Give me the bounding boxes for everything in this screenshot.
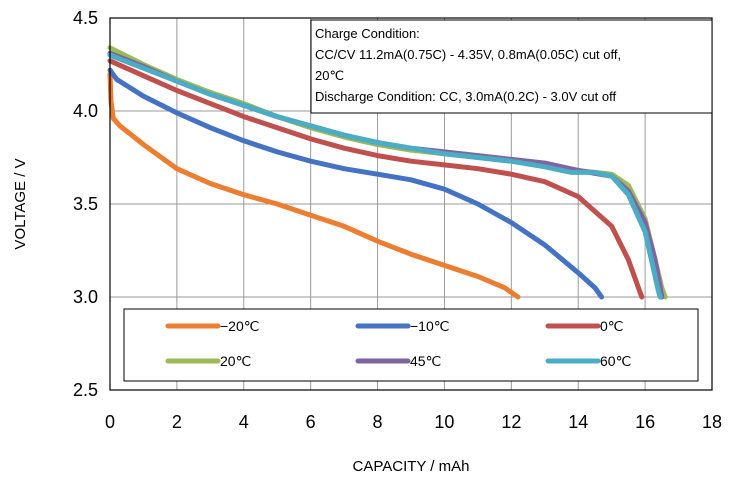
legend-box	[123, 308, 699, 382]
conditions-annotation: Charge Condition: CC/CV 11.2mA(0.75C) - …	[310, 19, 713, 114]
series-line-0	[107, 71, 521, 300]
annotation-line: Discharge Condition: CC, 3.0mA(0.2C) - 3…	[315, 89, 616, 104]
y-axis-label: VOLTAGE / V	[12, 158, 29, 249]
x-tick-label: 10	[434, 412, 454, 432]
plot-frame	[109, 17, 713, 391]
legend-label-5: 60℃	[600, 353, 631, 369]
series-line-1	[107, 67, 605, 300]
x-tick-labels: 0 2 4 6 8 10 12 14 16 18	[105, 412, 722, 432]
legend-label-4: 45℃	[410, 353, 441, 369]
legend-label-0: −20℃	[220, 318, 259, 334]
x-tick-label: 16	[635, 412, 655, 432]
x-tick-label: 6	[306, 412, 316, 432]
x-tick-label: 18	[702, 412, 722, 432]
x-tick-label: 0	[105, 412, 115, 432]
x-axis-label: CAPACITY / mAh	[353, 458, 470, 475]
series-line-2	[107, 58, 645, 300]
y-tick-label: 3.5	[73, 194, 98, 214]
x-tick-label: 8	[373, 412, 383, 432]
y-tick-label: 3.0	[73, 287, 98, 307]
x-tick-label: 2	[172, 412, 182, 432]
y-tick-label: 4.0	[73, 101, 98, 121]
x-tick-label: 12	[501, 412, 521, 432]
y-tick-labels: 2.5 3.0 3.5 4.0 4.5	[73, 8, 98, 400]
y-tick-label: 4.5	[73, 8, 98, 28]
series-layer	[107, 45, 668, 300]
legend-label-3: 20℃	[220, 353, 251, 369]
annotation-box	[310, 19, 713, 114]
series-line-5	[107, 52, 663, 300]
y-tick-label: 2.5	[73, 380, 98, 400]
x-tick-label: 4	[239, 412, 249, 432]
legend-label-2: 0℃	[600, 318, 624, 334]
annotation-line: Charge Condition:	[315, 26, 420, 41]
x-tick-label: 14	[568, 412, 588, 432]
legend-label-1: −10℃	[410, 318, 449, 334]
annotation-line: 20℃	[315, 68, 344, 83]
annotation-line: CC/CV 11.2mA(0.75C) - 4.35V, 0.8mA(0.05C…	[315, 47, 621, 62]
legend: −20℃ −10℃ 0℃ 20℃ 45℃ 60℃	[123, 308, 699, 382]
